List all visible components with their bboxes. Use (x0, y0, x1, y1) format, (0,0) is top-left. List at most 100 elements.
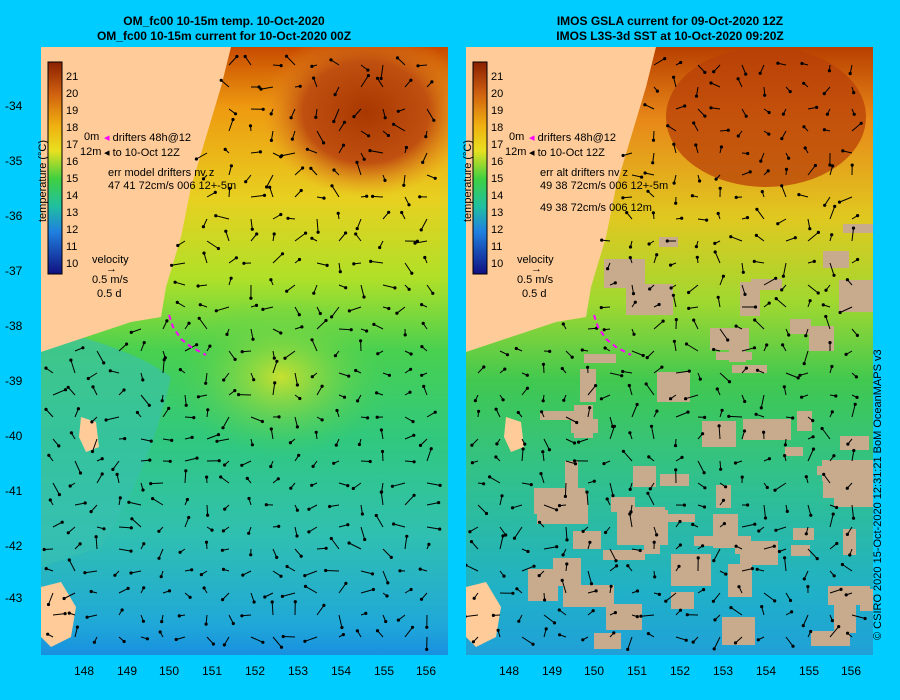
current-vector-head (375, 391, 379, 395)
current-vector (521, 636, 534, 645)
current-vector-head (370, 572, 375, 576)
current-vector-head (273, 381, 277, 385)
current-vector-head (721, 498, 726, 502)
current-vector-head (802, 81, 806, 85)
current-vector-head (367, 134, 371, 138)
velocity-speed: 0.5 m/s (517, 274, 554, 286)
right-title-line1: IMOS GSLA current for 09-Oct-2020 12Z (556, 14, 784, 28)
current-vector-head (108, 369, 112, 373)
current-vector-head (347, 309, 351, 313)
current-vector-head (830, 364, 834, 369)
current-vector (672, 295, 677, 308)
current-vector-head (612, 424, 616, 428)
current-vector-head (221, 529, 225, 533)
current-vector-head (846, 442, 850, 446)
error-line-1: err alt drifters nv z (540, 167, 629, 179)
current-vector-head (318, 311, 322, 316)
current-vector-head (651, 138, 656, 142)
current-vector-head (466, 563, 468, 567)
current-vector-head (351, 486, 355, 491)
current-vector-head (785, 509, 789, 513)
current-vector (338, 122, 345, 132)
colorbar-label: temperature (°C) (462, 139, 474, 222)
current-vector (294, 416, 298, 428)
current-vector-head (736, 77, 740, 81)
current-vector (396, 306, 406, 314)
current-vector-head (224, 229, 228, 233)
current-vector-head (611, 494, 615, 498)
current-vector (270, 428, 274, 440)
current-vector-head (605, 497, 609, 501)
current-vector-head (222, 643, 226, 647)
current-vector (763, 277, 776, 286)
current-vector-head (832, 454, 836, 458)
current-vector-head (221, 598, 225, 602)
current-vector-head (561, 553, 565, 557)
current-vector (67, 386, 76, 396)
current-vector-head (698, 377, 702, 381)
current-vector (730, 236, 743, 242)
current-vector-head (821, 303, 825, 307)
current-vector-head (379, 428, 383, 432)
current-vector-head (437, 501, 441, 505)
colorbar-tick: 14 (491, 190, 504, 202)
current-vector-head (856, 214, 860, 218)
current-vector-head (335, 408, 339, 413)
current-vector-head (573, 462, 578, 466)
lon-label: 150 (583, 664, 605, 678)
warm-eddy (666, 47, 866, 187)
current-vector-head (261, 640, 265, 644)
current-vector-head (307, 507, 311, 511)
current-vector-head (413, 241, 417, 245)
current-vector-head (555, 545, 559, 549)
current-vector (521, 448, 524, 462)
current-vector-head (129, 549, 133, 553)
colorbar-tick: 10 (491, 258, 504, 270)
current-vector-head (170, 438, 174, 442)
current-vector (184, 394, 187, 406)
current-vector-head (418, 443, 423, 447)
current-vector-head (63, 612, 67, 616)
current-vector-head (310, 375, 314, 379)
current-vector (86, 614, 98, 618)
current-vector-head (123, 437, 127, 441)
current-vector-head (517, 619, 521, 623)
current-vector-head (371, 587, 375, 592)
current-vector-head (766, 169, 770, 173)
current-vector-head (838, 310, 842, 315)
missing-data-patch (671, 554, 711, 586)
current-vector-head (621, 153, 625, 158)
current-vector (823, 474, 831, 484)
current-vector-head (613, 281, 617, 285)
current-vector (426, 502, 439, 506)
current-vector (96, 350, 105, 364)
current-vector-head (776, 222, 780, 226)
current-vector (756, 209, 765, 220)
current-vector-head (565, 562, 569, 566)
colorbar-tick: 21 (491, 71, 504, 83)
current-vector (730, 607, 743, 616)
current-vector (118, 526, 132, 529)
missing-data-patch (604, 259, 645, 288)
current-vector-head (342, 395, 347, 399)
drifters-text-2: to 10-Oct 12Z (537, 147, 605, 159)
current-vector-head (410, 271, 414, 275)
missing-data-patch (584, 354, 616, 363)
current-vector (316, 130, 325, 144)
current-vector-head (92, 640, 96, 644)
current-vector-head (783, 556, 787, 560)
current-vector-head (295, 508, 299, 512)
current-vector (404, 536, 408, 550)
current-vector (184, 470, 187, 484)
lon-label: 148 (498, 664, 520, 678)
current-vector-head (347, 541, 351, 545)
current-vector-head (263, 595, 267, 599)
colorbar-tick: 13 (491, 207, 504, 219)
current-vector-head (378, 245, 382, 250)
current-vector (397, 57, 406, 66)
current-vector-head (235, 54, 239, 59)
current-vector-head (111, 467, 115, 471)
current-vector (825, 316, 831, 330)
current-vector-head (402, 183, 406, 187)
current-vector-head (561, 322, 565, 326)
